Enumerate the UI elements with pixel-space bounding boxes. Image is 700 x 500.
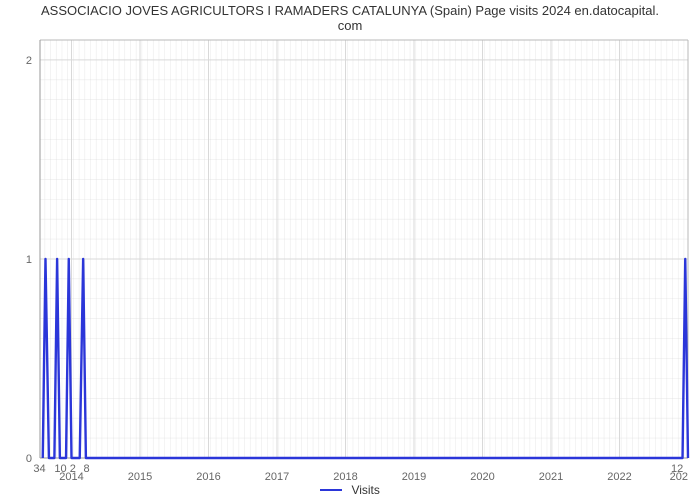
y-tick-label: 2 [26, 55, 32, 67]
value-label: 2 [70, 463, 76, 475]
y-tick-label: 0 [26, 453, 32, 465]
value-label: 10 [54, 463, 66, 475]
value-label: 8 [84, 463, 90, 475]
legend-swatch-visits [320, 489, 342, 491]
value-label: 34 [33, 463, 45, 475]
chart-title: ASSOCIACIO JOVES AGRICULTORS I RAMADERS … [0, 4, 700, 34]
chart-title-line2: com [338, 18, 363, 33]
value-label: 12 [671, 463, 683, 475]
chart-legend: Visits [0, 482, 700, 497]
chart-plot: 0122014201520162017201820192020202120222… [40, 40, 688, 482]
y-tick-label: 1 [26, 254, 32, 266]
legend-label-visits: Visits [351, 483, 379, 497]
chart-title-line1: ASSOCIACIO JOVES AGRICULTORS I RAMADERS … [41, 3, 659, 18]
